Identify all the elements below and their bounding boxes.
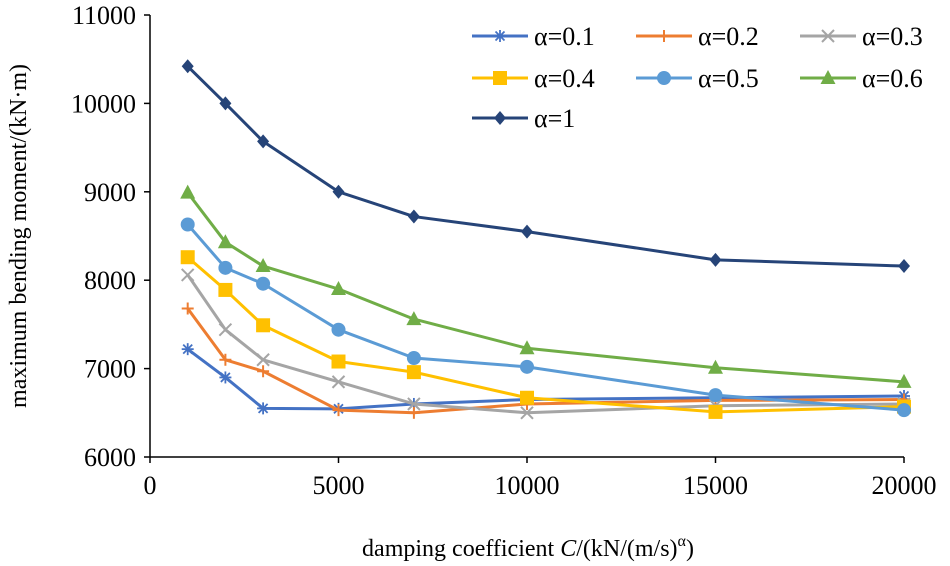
x-axis-title-units: /(kN/(m/s): [576, 536, 677, 562]
legend-marker: [493, 71, 507, 85]
legend-entry: α=0.6: [800, 64, 923, 93]
x-axis-title-superscript: α: [678, 533, 687, 550]
data-point: [219, 353, 232, 366]
data-point: [898, 259, 910, 274]
y-tick-label: 10000: [71, 89, 136, 118]
legend-marker: [658, 30, 670, 42]
data-point: [406, 350, 421, 365]
legend-label: α=0.4: [534, 64, 595, 93]
data-point: [406, 311, 422, 326]
legend-marker: [820, 70, 836, 84]
legend-entry: α=0.2: [636, 22, 759, 51]
series-3: [180, 268, 911, 420]
data-point: [407, 209, 420, 224]
data-point: [331, 281, 346, 296]
data-point: [332, 404, 345, 417]
legend: α=0.1 α=0.2 α=0.3 α=0.4 α=0.5 α=0.6 α=1: [472, 22, 923, 133]
x-axis-title-italic: C: [560, 536, 577, 562]
x-axis-title-close: ): [686, 536, 694, 562]
data-point: [255, 258, 271, 273]
data-point: [521, 224, 533, 239]
data-point: [180, 184, 196, 199]
legend-entry: α=0.5: [636, 64, 759, 93]
data-point: [181, 343, 194, 356]
legend-marker: [494, 30, 506, 42]
data-point: [407, 406, 420, 419]
data-point: [708, 404, 723, 419]
data-point: [709, 252, 722, 267]
x-tick-label: 15000: [683, 471, 748, 500]
data-point: [256, 318, 271, 333]
legend-label: α=0.1: [534, 22, 595, 51]
y-tick-label: 6000: [84, 443, 136, 472]
series-line: [186, 65, 905, 268]
x-tick-label: 5000: [313, 471, 365, 500]
data-point: [181, 59, 194, 74]
series-5: [180, 217, 911, 418]
data-point: [406, 365, 421, 380]
series-line: [186, 347, 905, 411]
legend-entry: α=0.1: [472, 22, 595, 51]
data-point: [708, 388, 723, 403]
y-tick-label: 9000: [84, 178, 136, 207]
data-point: [181, 302, 194, 315]
data-point: [180, 250, 195, 265]
legend-entry: α=0.3: [800, 22, 923, 51]
legend-marker: [657, 71, 671, 85]
data-point: [218, 322, 233, 337]
data-point: [180, 268, 195, 282]
data-point: [257, 365, 270, 378]
data-point: [331, 375, 346, 389]
x-tick-label: 20000: [872, 471, 937, 500]
y-tick-label: 8000: [84, 266, 136, 295]
data-point: [218, 282, 233, 297]
data-point: [256, 276, 271, 291]
data-point: [897, 403, 911, 418]
data-point: [219, 371, 232, 384]
x-tick-label: 0: [144, 471, 157, 500]
legend-label: α=0.2: [698, 22, 759, 51]
series-group: [180, 59, 912, 420]
data-point: [180, 217, 195, 232]
data-point: [257, 134, 270, 149]
series-4: [180, 250, 911, 419]
data-point: [520, 406, 534, 420]
series-7: [181, 59, 910, 274]
series-6: [180, 184, 912, 388]
data-point: [519, 340, 535, 355]
series-line: [186, 191, 905, 384]
data-point: [896, 373, 912, 388]
data-point: [407, 397, 421, 411]
legend-marker: [821, 29, 835, 43]
data-point: [218, 260, 233, 275]
legend-label: α=0.5: [698, 64, 759, 93]
data-point: [331, 354, 346, 369]
legend-label: α=0.3: [862, 22, 923, 51]
y-axis-title: maximum bending moment/(kN·m): [6, 64, 32, 408]
series-line: [186, 274, 905, 415]
data-point: [257, 402, 270, 415]
x-tick-label: 10000: [495, 471, 560, 500]
y-tick-label: 11000: [72, 1, 136, 30]
y-tick-label: 7000: [84, 355, 136, 384]
data-point: [256, 353, 270, 367]
data-point: [520, 390, 534, 405]
series-line: [186, 223, 905, 412]
tick-labels: 0 5000 10000 15000 20000 6000 7000 8000 9000 1000…: [71, 1, 937, 500]
legend-marker: [494, 111, 506, 125]
legend-entry: α=0.4: [472, 64, 595, 93]
legend-entry: α=1: [472, 104, 575, 133]
data-point: [217, 234, 233, 249]
x-axis-title: damping coefficient C/(kN/(m/s)α): [362, 533, 694, 562]
legend-label: α=1: [534, 104, 575, 133]
data-point: [331, 322, 346, 337]
data-point: [708, 359, 723, 374]
x-axis-title-part: damping coefficient: [362, 536, 560, 562]
legend-label: α=0.6: [862, 64, 923, 93]
series-line: [186, 307, 905, 415]
data-point: [332, 184, 345, 199]
data-point: [520, 359, 534, 374]
data-point: [219, 96, 232, 111]
